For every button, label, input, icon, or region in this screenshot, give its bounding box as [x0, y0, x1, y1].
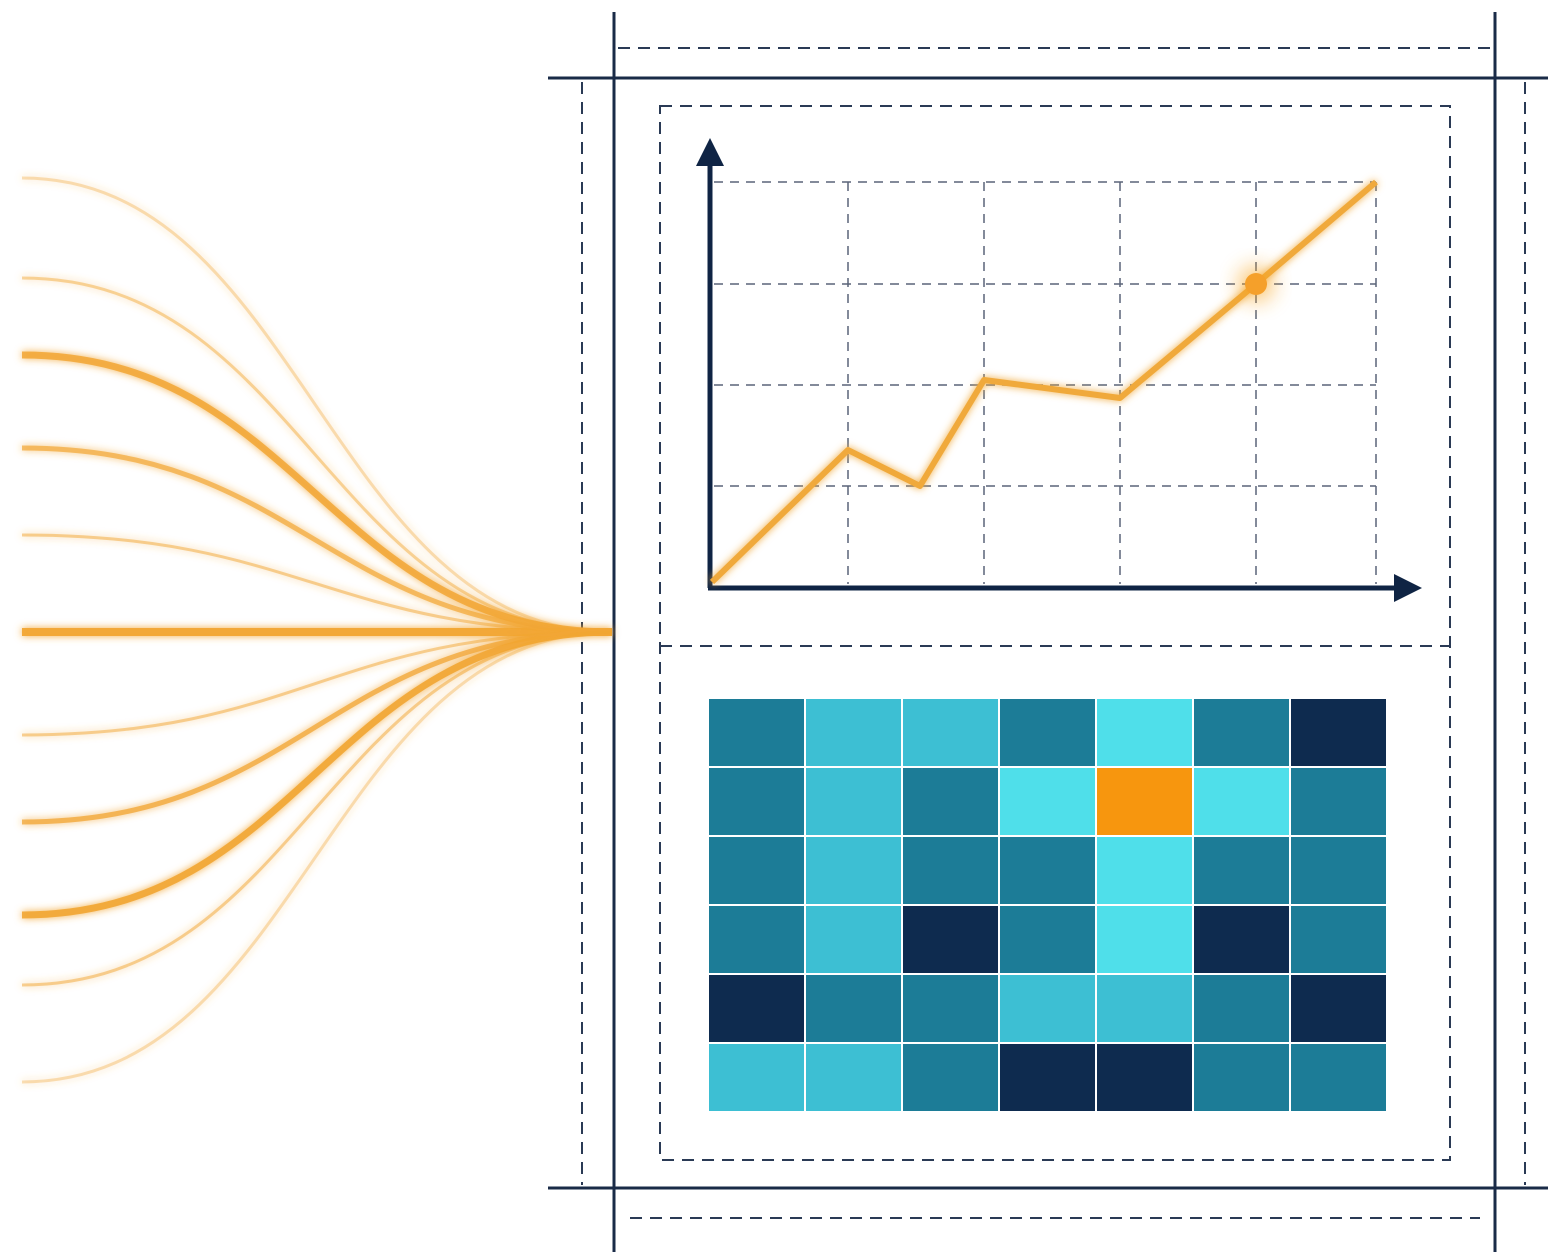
heatmap-cell — [1192, 697, 1291, 768]
heatmap-cell — [1289, 835, 1388, 906]
heatmap-cell — [1289, 904, 1388, 975]
heatmap-cell — [1192, 1042, 1291, 1113]
heatmap-cell — [1095, 973, 1194, 1044]
heatmap-cell — [901, 766, 1000, 837]
highlight-point — [1245, 273, 1267, 295]
converging-lines — [21, 176, 613, 1084]
fan-line — [21, 351, 613, 636]
heatmap-cell — [1192, 973, 1291, 1044]
heatmap-cell — [1289, 973, 1388, 1044]
heatmap-cell — [901, 835, 1000, 906]
heatmap-cell — [804, 766, 903, 837]
fan-line — [21, 629, 613, 825]
heatmap-cell — [1095, 904, 1194, 975]
fan-line — [21, 533, 613, 634]
heatmap-cell — [707, 904, 806, 975]
heatmap-cell — [1192, 835, 1291, 906]
fan-line — [21, 445, 613, 635]
heatmap-cell — [1095, 697, 1194, 768]
heatmap-cell — [1095, 835, 1194, 906]
panel-outline — [659, 105, 1451, 1161]
heatmap-cell — [998, 904, 1097, 975]
heatmap-cell — [707, 1042, 806, 1113]
fan-line — [21, 176, 613, 634]
heatmap-cell — [804, 1042, 903, 1113]
fan-line — [21, 276, 613, 634]
heatmap-cell — [804, 835, 903, 906]
fan-line — [21, 630, 613, 987]
heatmap-cell — [1192, 766, 1291, 837]
fan-line — [21, 628, 613, 919]
heatmap-cell — [998, 835, 1097, 906]
heatmap-cell — [1289, 766, 1388, 837]
heatmap-cell — [998, 1042, 1097, 1113]
trend-line — [709, 179, 1378, 585]
heatmap-cell — [707, 835, 806, 906]
heatmap-cell — [998, 973, 1097, 1044]
heatmap-cell — [804, 973, 903, 1044]
heatmap-cell — [707, 766, 806, 837]
heatmap-cell — [804, 904, 903, 975]
heatmap-cell — [1095, 766, 1194, 837]
heatmap-cell — [707, 973, 806, 1044]
heatmap-cell — [901, 904, 1000, 975]
heatmap-cell — [1289, 697, 1388, 768]
line-chart-icon — [696, 138, 1422, 602]
heatmap-icon — [707, 697, 1388, 1113]
grid — [714, 181, 1377, 584]
fan-line — [21, 630, 613, 737]
heatmap-cell — [998, 766, 1097, 837]
heatmap-cell — [901, 973, 1000, 1044]
heatmap-cell — [901, 1042, 1000, 1113]
heatmap-cell — [804, 697, 903, 768]
heatmap-cell — [901, 697, 1000, 768]
heatmap-cell — [1192, 904, 1291, 975]
heatmap-cell — [1289, 1042, 1388, 1113]
x-axis-arrow — [1394, 574, 1422, 602]
fan-line — [21, 630, 613, 1084]
heatmap-cell — [1095, 1042, 1194, 1113]
y-axis-arrow — [696, 138, 724, 166]
heatmap-cell — [998, 697, 1097, 768]
heatmap-cell — [707, 697, 806, 768]
